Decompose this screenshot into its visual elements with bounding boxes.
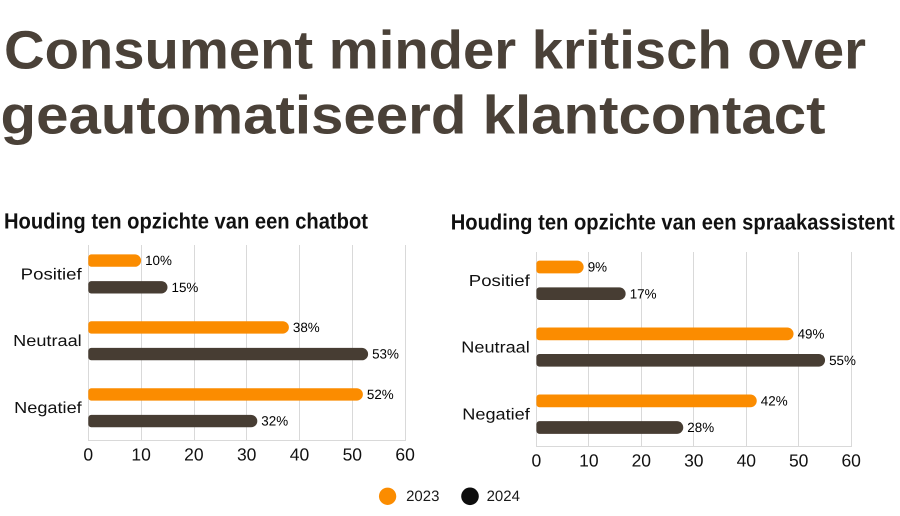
svg-text:0: 0 xyxy=(83,444,93,464)
svg-text:Negatief: Negatief xyxy=(14,400,82,417)
svg-text:30: 30 xyxy=(684,450,704,470)
svg-text:Positief: Positief xyxy=(21,266,83,283)
svg-text:42%: 42% xyxy=(761,394,788,409)
svg-text:Neutraal: Neutraal xyxy=(461,340,530,357)
svg-text:9%: 9% xyxy=(588,260,607,275)
svg-text:40: 40 xyxy=(290,444,310,464)
svg-text:52%: 52% xyxy=(367,387,394,402)
svg-text:30: 30 xyxy=(237,444,257,464)
svg-text:49%: 49% xyxy=(798,327,825,342)
svg-text:50: 50 xyxy=(789,450,809,470)
svg-text:2023: 2023 xyxy=(406,488,439,505)
svg-text:38%: 38% xyxy=(293,320,320,335)
svg-text:20: 20 xyxy=(184,444,204,464)
svg-text:60: 60 xyxy=(395,444,415,464)
svg-text:55%: 55% xyxy=(829,353,856,368)
svg-text:0: 0 xyxy=(532,450,542,470)
svg-text:50: 50 xyxy=(343,444,363,464)
svg-text:60: 60 xyxy=(841,450,861,470)
svg-text:28%: 28% xyxy=(687,420,714,435)
svg-text:Positief: Positief xyxy=(469,273,531,290)
svg-text:Negatief: Negatief xyxy=(462,407,530,424)
svg-text:Consument minder kritisch over: Consument minder kritisch over xyxy=(4,21,866,81)
svg-text:10%: 10% xyxy=(145,253,172,268)
svg-text:Houding ten opzichte van een s: Houding ten opzichte van een spraakassis… xyxy=(451,209,896,234)
svg-text:Houding ten opzichte van een c: Houding ten opzichte van een chatbot xyxy=(4,209,369,234)
svg-text:20: 20 xyxy=(632,450,652,470)
svg-text:15%: 15% xyxy=(172,280,199,295)
svg-text:geautomatiseerd klantcontact: geautomatiseerd klantcontact xyxy=(1,86,826,146)
svg-text:10: 10 xyxy=(131,444,151,464)
svg-text:10: 10 xyxy=(579,450,599,470)
svg-text:17%: 17% xyxy=(630,286,657,301)
svg-text:32%: 32% xyxy=(261,414,288,429)
svg-text:40: 40 xyxy=(737,450,757,470)
svg-text:2024: 2024 xyxy=(487,488,520,505)
svg-text:Neutraal: Neutraal xyxy=(13,333,82,350)
svg-text:53%: 53% xyxy=(372,347,399,362)
